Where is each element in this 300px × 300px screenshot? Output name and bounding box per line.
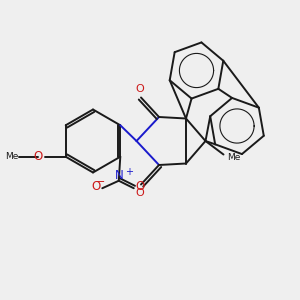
- Text: O: O: [136, 180, 145, 193]
- Text: O: O: [135, 188, 144, 198]
- Text: O: O: [135, 84, 144, 94]
- Text: O: O: [91, 180, 100, 193]
- Text: Me: Me: [227, 153, 241, 162]
- Text: N: N: [115, 169, 124, 182]
- Text: −: −: [96, 177, 106, 187]
- Text: O: O: [34, 150, 43, 163]
- Text: Me: Me: [5, 152, 18, 161]
- Text: +: +: [125, 167, 133, 177]
